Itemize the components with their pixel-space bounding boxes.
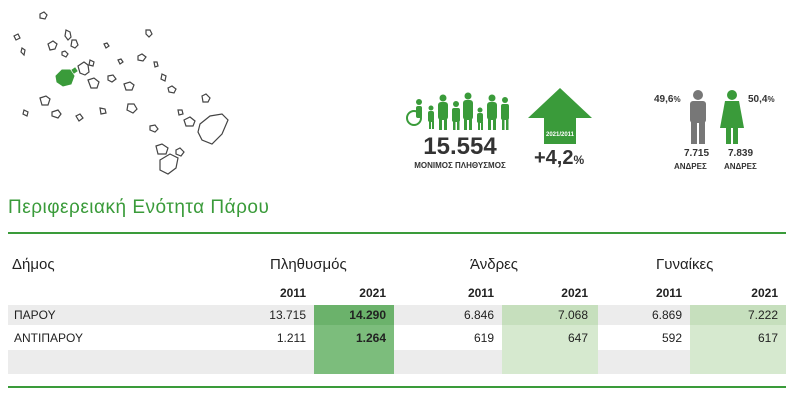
row-men-2011: 6.846 [463, 308, 494, 322]
population-people-icon [406, 92, 509, 130]
region-title: Περιφερειακή Ενότητα Πάρου [8, 197, 270, 218]
row-men-2021: 647 [567, 331, 588, 345]
year-men-2011: 2011 [467, 286, 494, 300]
row-women-2021: 7.222 [747, 308, 778, 322]
row-pop-2011: 1.211 [276, 331, 306, 345]
year-men-2021: 2021 [561, 286, 588, 300]
gender-breakdown: 49,6% 50,4% 7.715 7.839 ΑΝΔΡΕΣ ΑΝΔΡΕΣ [650, 88, 780, 178]
header-municipality: Δήμος [12, 256, 55, 273]
bottom-divider [8, 386, 786, 388]
header-women: Γυναίκες [656, 256, 714, 273]
year-pop-2011: 2011 [279, 286, 306, 300]
increase-arrow-icon: 2021/2011 [528, 88, 592, 144]
woman-icon [720, 90, 744, 144]
pop-2021-row1-highlight [314, 305, 394, 325]
year-pop-2021: 2021 [359, 286, 386, 300]
man-icon [690, 90, 706, 144]
row-pop-2021: 1.264 [355, 331, 386, 345]
women-count: 7.839 [728, 148, 754, 159]
empty-row-shade [8, 350, 786, 374]
population-change: +4,2% [534, 147, 584, 170]
row-municipality: ΠΑΡΟΥ [14, 308, 56, 322]
women-label: ΑΝΔΡΕΣ [724, 162, 757, 171]
change-value: +4,2 [534, 147, 574, 169]
paros-highlight [55, 69, 75, 87]
men-label: ΑΝΔΡΕΣ [674, 162, 707, 171]
year-women-2021: 2021 [751, 286, 778, 300]
row-men-2021: 7.068 [557, 308, 588, 322]
header-population: Πληθυσμός [270, 256, 347, 273]
men-2021-row1-highlight [502, 305, 598, 325]
change-unit: % [573, 153, 585, 167]
row-men-2011: 619 [473, 331, 494, 345]
men-count: 7.715 [684, 148, 710, 159]
row-municipality: ΑΝΤΙΠΑΡΟΥ [14, 331, 83, 345]
total-population: 15.554 [423, 133, 497, 160]
top-divider [8, 232, 786, 234]
arrow-label: 2021/2011 [546, 132, 575, 138]
row-pop-2021: 14.290 [349, 308, 386, 322]
total-population-label: ΜΟΝΙΜΟΣ ΠΛΗΘΥΣΜΟΣ [414, 161, 506, 170]
women-2021-row1-highlight [690, 305, 786, 325]
table-row: ΑΝΤΙΠΑΡΟΥ 1.211 1.264 619 647 592 617 [8, 328, 786, 348]
row-women-2011: 6.869 [651, 308, 682, 322]
women-percentage: 50,4% [748, 94, 775, 105]
header-men: Άνδρες [470, 256, 519, 273]
men-percentage: 49,6% [654, 94, 681, 105]
table-row: ΠΑΡΟΥ 13.715 14.290 6.846 7.068 6.869 7.… [8, 305, 786, 325]
row-women-2011: 592 [661, 331, 682, 345]
region-map [13, 11, 229, 175]
year-women-2011: 2011 [655, 286, 682, 300]
row-pop-2011: 13.715 [269, 308, 306, 322]
row-women-2021: 617 [757, 331, 778, 345]
